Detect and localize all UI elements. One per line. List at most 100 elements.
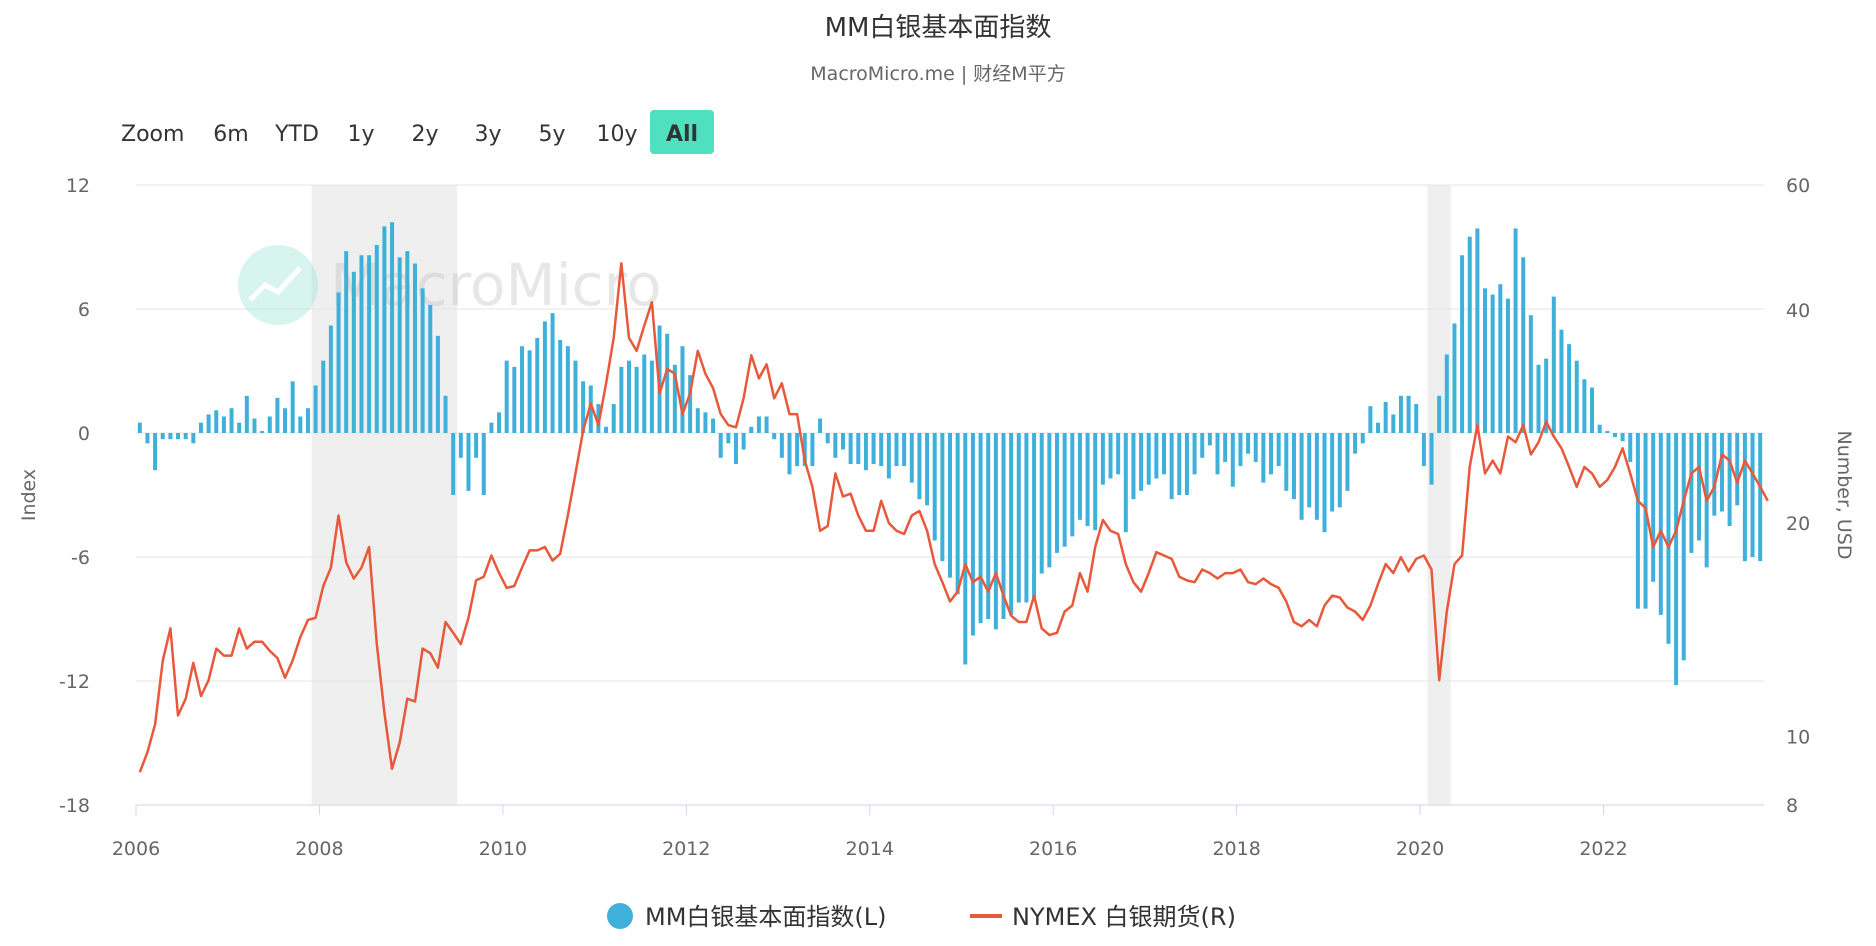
- chart-title: MM白银基本面指数: [825, 13, 1052, 43]
- index-bar: [802, 433, 807, 467]
- index-bar: [1001, 433, 1006, 619]
- legend-item-futures[interactable]: NYMEX 白银期货(R): [970, 903, 1236, 931]
- zoom-bar: Zoom 6m YTD 1y 2y 3y 5y 10y All: [121, 110, 714, 154]
- index-bar: [1582, 379, 1587, 433]
- index-bar: [344, 251, 349, 433]
- index-bar: [137, 422, 142, 433]
- index-bar: [1674, 433, 1679, 686]
- index-bar: [619, 366, 624, 433]
- index-bar: [1406, 395, 1411, 433]
- index-bar: [1452, 323, 1457, 433]
- index-bar: [1498, 284, 1503, 433]
- index-bar: [1681, 433, 1686, 661]
- zoom-button-ytd[interactable]: YTD: [274, 122, 319, 147]
- index-bar: [1077, 433, 1082, 520]
- index-bar: [703, 412, 708, 433]
- zoom-button-all[interactable]: All: [650, 110, 714, 154]
- index-bar: [1016, 433, 1021, 603]
- index-bar: [1628, 433, 1633, 462]
- index-bar: [1666, 433, 1671, 644]
- zoom-button-label: 10y: [596, 122, 637, 147]
- index-bar: [588, 385, 593, 433]
- zoom-button-3y[interactable]: 3y: [474, 122, 501, 147]
- index-bar: [1475, 228, 1480, 433]
- index-bar: [1123, 433, 1128, 533]
- index-bar: [1322, 433, 1327, 533]
- zoom-button-6m[interactable]: 6m: [213, 122, 248, 147]
- index-bar: [1154, 433, 1159, 479]
- index-bar: [1062, 433, 1067, 547]
- zoom-button-label: YTD: [274, 122, 319, 147]
- index-bar: [321, 360, 326, 433]
- legend-item-index[interactable]: MM白银基本面指数(L): [607, 903, 887, 931]
- index-bar: [1337, 433, 1342, 508]
- index-bar: [1215, 433, 1220, 475]
- index-bar: [1345, 433, 1350, 491]
- right-tick-label: 20: [1786, 513, 1810, 535]
- index-bar: [1230, 433, 1235, 487]
- index-bar: [1574, 360, 1579, 433]
- index-bar: [351, 271, 356, 433]
- index-bar: [1483, 288, 1488, 433]
- zoom-button-label: 1y: [347, 122, 374, 147]
- index-bar: [833, 433, 838, 458]
- index-bar: [244, 395, 249, 433]
- left-tick-label: 12: [66, 175, 90, 197]
- index-bar: [879, 433, 884, 467]
- index-bar: [1139, 433, 1144, 491]
- index-bar: [1169, 433, 1174, 500]
- index-bar: [474, 433, 479, 458]
- index-bar: [978, 433, 983, 624]
- index-bar: [1070, 433, 1075, 537]
- index-bar: [795, 433, 800, 467]
- index-bar: [153, 433, 158, 471]
- index-bar: [688, 375, 693, 433]
- index-bar: [1284, 433, 1289, 491]
- index-bar: [642, 354, 647, 433]
- index-bar: [1376, 422, 1381, 433]
- chart-subtitle: MacroMicro.me | 财经M平方: [810, 63, 1065, 85]
- index-bar: [856, 433, 861, 464]
- index-bar: [672, 364, 677, 433]
- index-bar: [305, 408, 310, 433]
- index-bar: [512, 366, 517, 433]
- zoom-button-1y[interactable]: 1y: [347, 122, 374, 147]
- index-bar: [1559, 329, 1564, 433]
- index-bar: [1055, 433, 1060, 553]
- index-bar: [1314, 433, 1319, 520]
- index-bar: [1032, 433, 1037, 599]
- index-bar: [626, 360, 631, 433]
- index-bar: [298, 416, 303, 433]
- index-bar: [1742, 433, 1747, 562]
- x-tick-label: 2008: [295, 838, 343, 860]
- index-bar: [443, 395, 448, 433]
- index-bar: [290, 381, 295, 433]
- index-bar: [810, 433, 815, 467]
- legend-label: MM白银基本面指数(L): [645, 903, 887, 931]
- index-bar: [1735, 433, 1740, 506]
- zoom-button-label: 2y: [411, 122, 438, 147]
- index-bar: [237, 422, 242, 433]
- index-bar: [550, 313, 555, 433]
- zoom-button-10y[interactable]: 10y: [596, 122, 637, 147]
- index-bar: [680, 346, 685, 433]
- index-bar: [275, 397, 280, 433]
- index-bar: [1544, 358, 1549, 433]
- index-bar: [825, 433, 830, 444]
- index-bar: [435, 335, 440, 433]
- index-bar: [886, 433, 891, 479]
- zoom-button-2y[interactable]: 2y: [411, 122, 438, 147]
- index-bar: [1421, 433, 1426, 467]
- zoom-button-5y[interactable]: 5y: [538, 122, 565, 147]
- index-bar: [359, 255, 364, 433]
- index-bar: [1429, 433, 1434, 485]
- index-bar: [1414, 404, 1419, 433]
- x-tick-label: 2014: [846, 838, 894, 860]
- legend-label: NYMEX 白银期货(R): [1012, 903, 1236, 931]
- index-bar: [741, 433, 746, 450]
- index-bar: [497, 412, 502, 433]
- right-tick-label: 60: [1786, 175, 1810, 197]
- index-bar: [733, 433, 738, 464]
- index-bar: [1490, 294, 1495, 433]
